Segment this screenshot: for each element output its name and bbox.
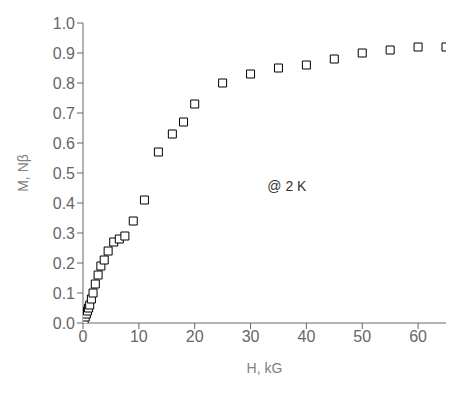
svg-text:0.0: 0.0 bbox=[53, 315, 75, 332]
svg-text:0.6: 0.6 bbox=[53, 135, 75, 152]
svg-text:0.2: 0.2 bbox=[53, 255, 75, 272]
svg-text:0.7: 0.7 bbox=[53, 105, 75, 122]
svg-text:0.8: 0.8 bbox=[53, 75, 75, 92]
svg-text:0.4: 0.4 bbox=[53, 195, 75, 212]
svg-text:0.9: 0.9 bbox=[53, 45, 75, 62]
svg-text:0.5: 0.5 bbox=[53, 165, 75, 182]
svg-text:0.3: 0.3 bbox=[53, 225, 75, 242]
svg-text:0.1: 0.1 bbox=[53, 285, 75, 302]
svg-text:M, Nβ: M, Nβ bbox=[15, 154, 31, 192]
svg-text:20: 20 bbox=[186, 328, 204, 345]
svg-text:60: 60 bbox=[409, 328, 427, 345]
svg-text:10: 10 bbox=[130, 328, 148, 345]
svg-text:30: 30 bbox=[242, 328, 260, 345]
svg-text:50: 50 bbox=[353, 328, 371, 345]
svg-text:H, kG: H, kG bbox=[247, 360, 283, 376]
svg-text:1.0: 1.0 bbox=[53, 15, 75, 32]
svg-text:40: 40 bbox=[297, 328, 315, 345]
svg-text:0: 0 bbox=[79, 328, 88, 345]
svg-text:@ 2 K: @ 2 K bbox=[267, 178, 307, 194]
